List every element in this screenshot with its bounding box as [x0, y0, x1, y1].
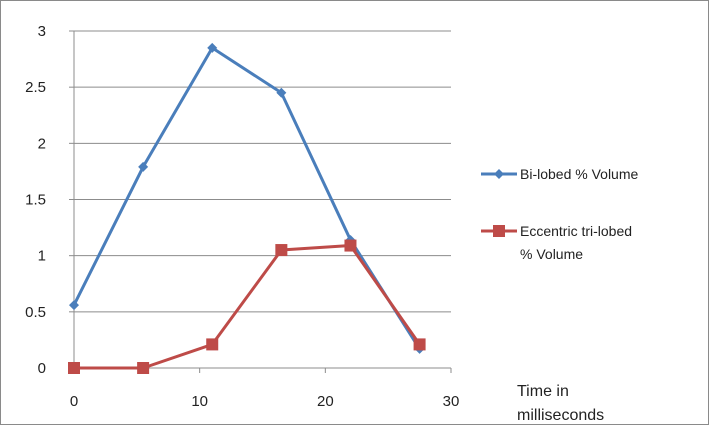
legend-label-1-line0: Eccentric tri-lobed [520, 223, 632, 239]
series-line-0 [72, 46, 421, 350]
y-tick-label-5: 2.5 [25, 79, 46, 96]
x-tick-label-0: 0 [70, 393, 78, 410]
legend-marker-1 [493, 225, 505, 237]
series-0-point-3 [276, 87, 287, 98]
gridlines [74, 30, 451, 313]
x-axis-label-line2: milliseconds [517, 407, 604, 424]
series-1-point-5 [413, 338, 426, 351]
x-axis-label-line1: Time in [517, 383, 569, 400]
legend-marker-0 [494, 169, 504, 179]
y-tick-labels: 0 0.5 1 1.5 2 2.5 3 [25, 23, 46, 377]
series-1-point-2 [206, 338, 219, 351]
series-0-point-1 [138, 161, 149, 172]
series-1-point-0 [68, 362, 80, 374]
x-tick-labels: 0 10 20 30 [70, 393, 460, 410]
series-1-point-1 [137, 362, 150, 374]
series-1-point-3 [275, 244, 288, 257]
y-tick-label-6: 3 [38, 23, 46, 40]
series-group [68, 42, 426, 374]
y-tick-label-3: 1.5 [25, 192, 46, 209]
y-tick-label-1: 0.5 [25, 304, 46, 321]
legend-label-0: Bi-lobed % Volume [520, 166, 639, 182]
series-0-point-2 [207, 42, 218, 53]
y-tick-label-4: 2 [38, 135, 46, 152]
series-1-point-4 [344, 239, 357, 252]
x-tick-label-1: 10 [191, 393, 208, 410]
series-0-point-0 [69, 300, 79, 311]
x-tick-label-3: 30 [443, 393, 460, 410]
y-tick-label-2: 1 [38, 248, 46, 265]
x-tick-label-2: 20 [317, 393, 334, 410]
series-line-1 [74, 244, 421, 370]
legend: Bi-lobed % Volume Eccentric tri-lobed % Vo… [481, 166, 639, 262]
legend-label-1-line1: % Volume [520, 246, 583, 262]
y-tick-label-0: 0 [38, 360, 46, 377]
